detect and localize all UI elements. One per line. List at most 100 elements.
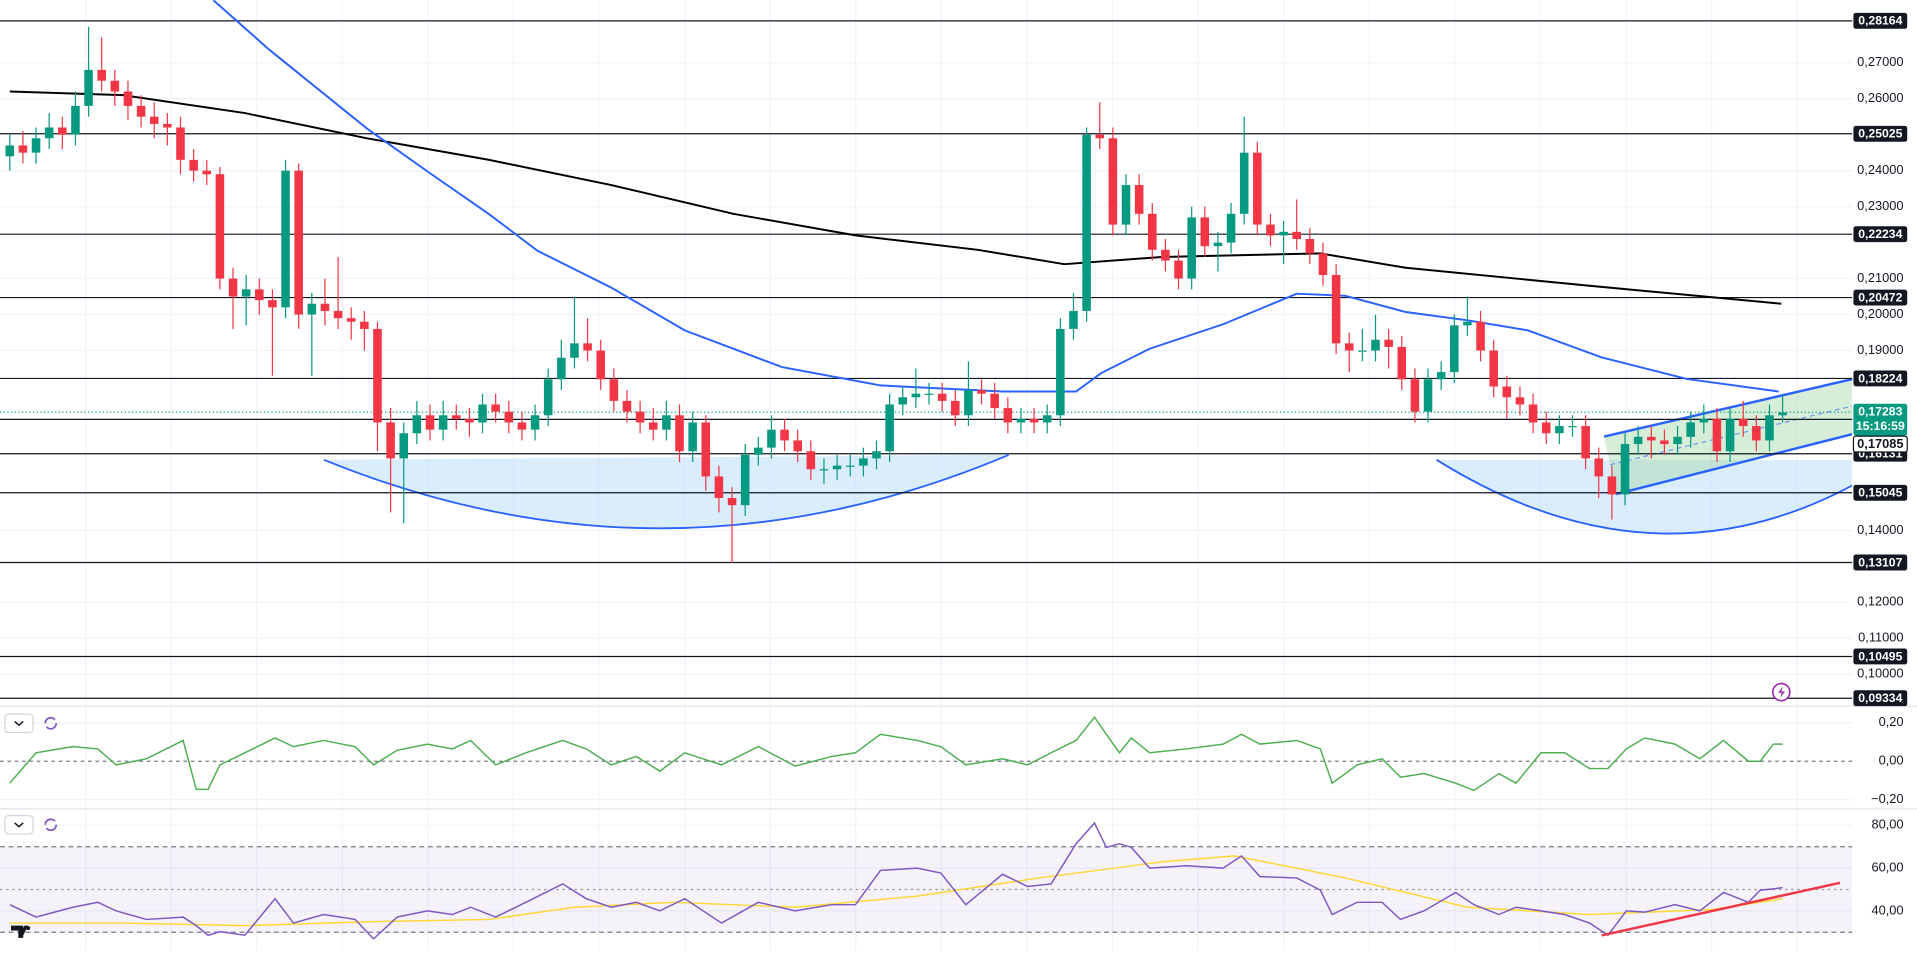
bowl-curve <box>1436 459 1853 535</box>
last-price-label: 0,17283 <box>1858 405 1902 419</box>
indicator-line <box>9 90 1782 305</box>
candle-body <box>1660 440 1669 445</box>
candle-body <box>84 69 93 106</box>
countdown-label: 15:16:59 <box>1856 419 1905 433</box>
level-label-box <box>1853 648 1908 665</box>
candle-body <box>478 404 487 423</box>
candle-body <box>110 80 120 92</box>
candle-body <box>557 357 566 380</box>
candle-body <box>1765 415 1774 441</box>
candle-body <box>1003 408 1013 423</box>
candle-body <box>1147 213 1157 250</box>
indicator-line <box>212 0 1779 393</box>
candle-body <box>780 429 789 441</box>
bowl-fill <box>1436 459 1853 534</box>
rsi-trendline <box>1601 881 1841 937</box>
candle-body <box>951 400 960 416</box>
candle-body <box>596 350 606 380</box>
candle-body <box>1476 321 1485 351</box>
candle-body <box>1423 379 1433 412</box>
candle-body <box>1344 343 1354 351</box>
candle-body <box>123 91 133 106</box>
candle-body <box>859 458 868 466</box>
candle-body <box>1029 418 1039 423</box>
marked-level-box <box>1852 435 1908 453</box>
candle-body <box>1095 134 1105 139</box>
price-axis: 0,270000,260000,240000,230000,210000,200… <box>1852 12 1908 917</box>
channel-upper <box>1603 377 1853 438</box>
chevron-icon <box>14 822 24 828</box>
candle-body <box>1174 260 1183 279</box>
candle-body <box>609 379 619 401</box>
candle-body <box>1581 426 1590 459</box>
collapse-button[interactable] <box>4 814 34 835</box>
candle-body <box>97 69 106 81</box>
indicator-panes <box>0 715 1853 940</box>
candle-body <box>491 404 500 412</box>
candle-body <box>1397 346 1407 380</box>
candle-body <box>1318 253 1328 275</box>
alert-icon[interactable] <box>1771 682 1791 702</box>
candles <box>5 26 1787 563</box>
candle-body <box>832 465 842 470</box>
y-tick-label: 80,00 <box>1871 817 1903 832</box>
level-label: 0,28164 <box>1858 14 1902 28</box>
y-tick-label: 0,23000 <box>1857 198 1903 213</box>
refresh-icon[interactable] <box>44 818 58 832</box>
candle-body <box>570 343 579 358</box>
level-label-box <box>1853 226 1908 243</box>
candle-body <box>1082 134 1091 311</box>
candle-body <box>412 415 422 434</box>
collapse-button[interactable] <box>4 713 34 734</box>
y-tick-label: 0,20000 <box>1857 306 1903 321</box>
candle-body <box>307 303 317 315</box>
pane-controls <box>4 713 58 835</box>
y-tick-label: 0,24000 <box>1857 162 1903 177</box>
logo <box>11 925 31 938</box>
candle-body <box>530 415 540 430</box>
candle-body <box>268 300 277 308</box>
candle-body <box>1699 418 1709 423</box>
candle-body <box>149 116 159 124</box>
candle-body <box>1633 436 1643 445</box>
candle-body <box>1463 321 1472 326</box>
candle-body <box>1200 217 1210 247</box>
levels <box>0 20 1853 699</box>
candle-body <box>714 476 724 499</box>
candle-body <box>1686 422 1695 437</box>
alert-bolt <box>1778 686 1785 699</box>
candle-body <box>360 321 369 329</box>
y-tick-label: 0,26000 <box>1857 90 1903 105</box>
candle-body <box>58 127 67 135</box>
level-label-box <box>1853 370 1908 387</box>
candle-body <box>977 390 986 394</box>
level-label: 0,25025 <box>1858 127 1902 141</box>
candle-body <box>386 422 395 459</box>
y-tick-label: 60,00 <box>1871 859 1903 874</box>
candle-body <box>176 127 185 160</box>
candle-body <box>1187 217 1196 279</box>
overlays <box>9 0 1782 393</box>
level-label-box <box>1853 12 1908 29</box>
level-label: 0,15045 <box>1858 486 1902 500</box>
marked-level-label: 0,17085 <box>1857 436 1903 451</box>
candle-body <box>872 451 881 459</box>
candle-body <box>1239 152 1249 214</box>
candle-body <box>1253 152 1262 225</box>
tv-logo <box>11 925 29 938</box>
candle-body <box>1266 224 1275 236</box>
candle-body <box>1450 325 1459 373</box>
candle-body <box>1594 458 1604 477</box>
candle-body <box>1213 242 1223 247</box>
level-label-box <box>1853 690 1908 707</box>
candle-body <box>1384 339 1393 347</box>
candle-body <box>1620 444 1630 495</box>
level-label-box <box>1853 125 1908 142</box>
candle-body <box>136 105 146 117</box>
level-label: 0,22234 <box>1858 227 1902 241</box>
last-price-box <box>1853 403 1908 436</box>
candle-body <box>373 328 382 423</box>
refresh-icon[interactable] <box>44 716 58 730</box>
y-tick-label: 0,21000 <box>1857 270 1903 285</box>
